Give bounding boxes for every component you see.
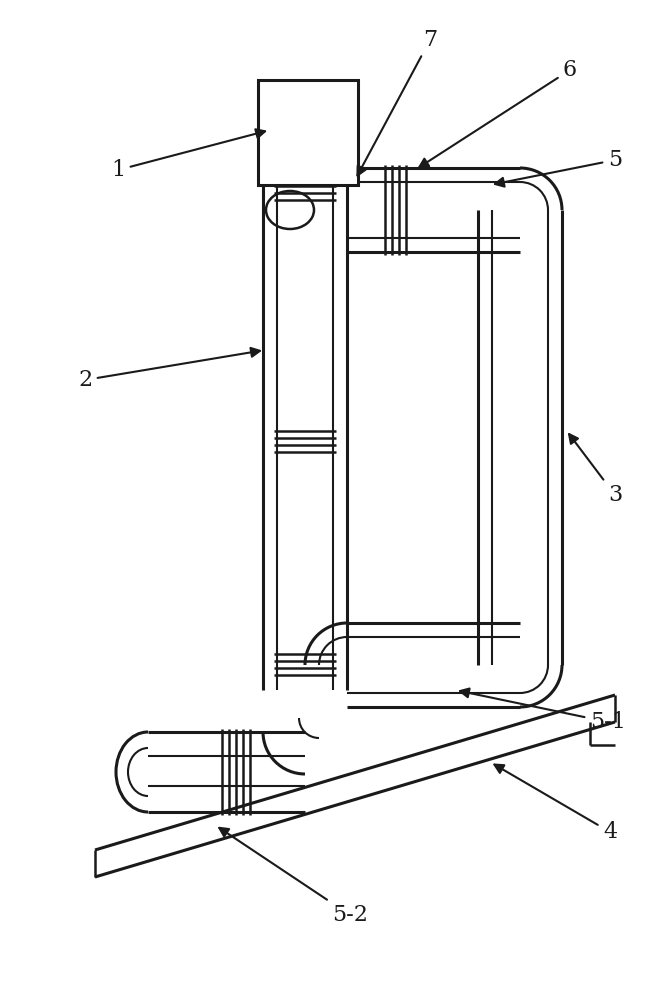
Text: 2: 2 (78, 348, 260, 391)
Text: 7: 7 (357, 29, 437, 175)
Text: 5-1: 5-1 (460, 689, 626, 733)
Text: 5: 5 (495, 149, 622, 187)
Bar (258, 80, 358, 185)
Text: 5-2: 5-2 (219, 828, 368, 926)
Text: 1: 1 (111, 129, 265, 181)
Text: 6: 6 (420, 59, 577, 167)
Text: 4: 4 (494, 765, 617, 843)
Text: 3: 3 (569, 434, 622, 506)
